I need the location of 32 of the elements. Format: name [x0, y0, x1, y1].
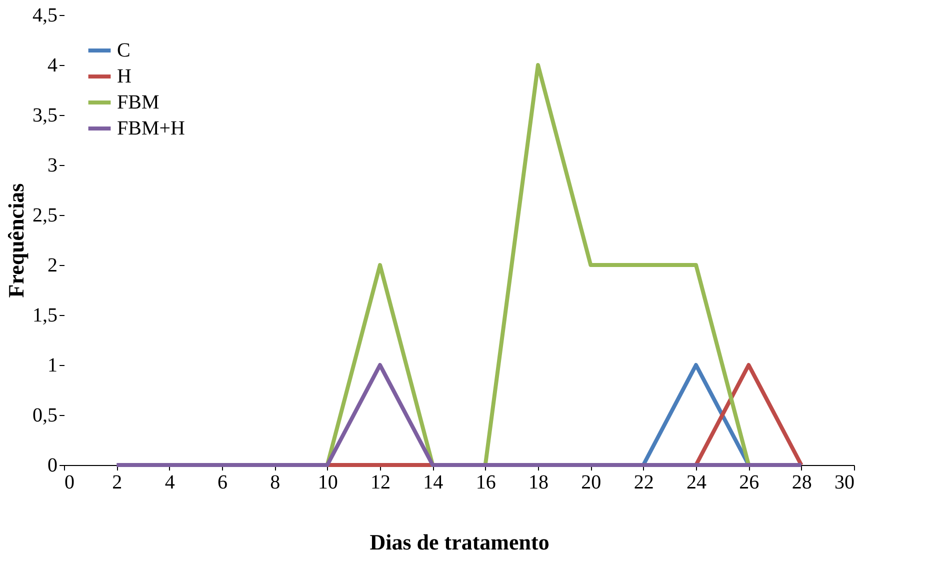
x-axis-title: Dias de tratamento: [370, 530, 550, 554]
y-axis-title: Frequências: [4, 182, 28, 298]
x-tick-label: 26: [739, 472, 760, 494]
y-tick-label: 1: [48, 354, 58, 376]
legend-label: H: [117, 66, 132, 88]
y-tick-label: 3,5: [32, 104, 58, 126]
x-tick-label: 10: [318, 472, 338, 494]
x-tick-label: 28: [792, 472, 812, 494]
y-tick-label: 0: [48, 454, 58, 476]
y-tick-label: 2,5: [32, 204, 58, 226]
x-tick-label: 8: [270, 472, 280, 494]
x-tick-label: 16: [476, 472, 496, 494]
x-tick-label: 12: [370, 472, 390, 494]
y-tick-label: 2: [48, 254, 58, 276]
legend-label: C: [117, 40, 130, 62]
x-tick-label: 20: [581, 472, 602, 494]
y-tick-label: 3: [48, 154, 58, 176]
x-tick-label: 2: [112, 472, 122, 494]
x-tick-label: 6: [218, 472, 228, 494]
y-tick-label: 1,5: [32, 304, 58, 326]
x-tick-label: 14: [423, 472, 444, 494]
x-tick-label: 30: [834, 472, 854, 494]
x-tick-label: 24: [686, 472, 706, 494]
x-tick-label: 22: [634, 472, 654, 494]
x-tick-label: 4: [164, 472, 175, 494]
legend-label: FBM: [117, 92, 160, 114]
y-tick-label: 4,5: [32, 4, 58, 26]
x-tick-label: 18: [528, 472, 548, 494]
y-tick-label: 4: [48, 54, 58, 76]
y-tick-label: 0,5: [32, 404, 58, 426]
x-tick-label: 0: [64, 472, 74, 494]
legend-label: FBM+H: [117, 118, 185, 140]
